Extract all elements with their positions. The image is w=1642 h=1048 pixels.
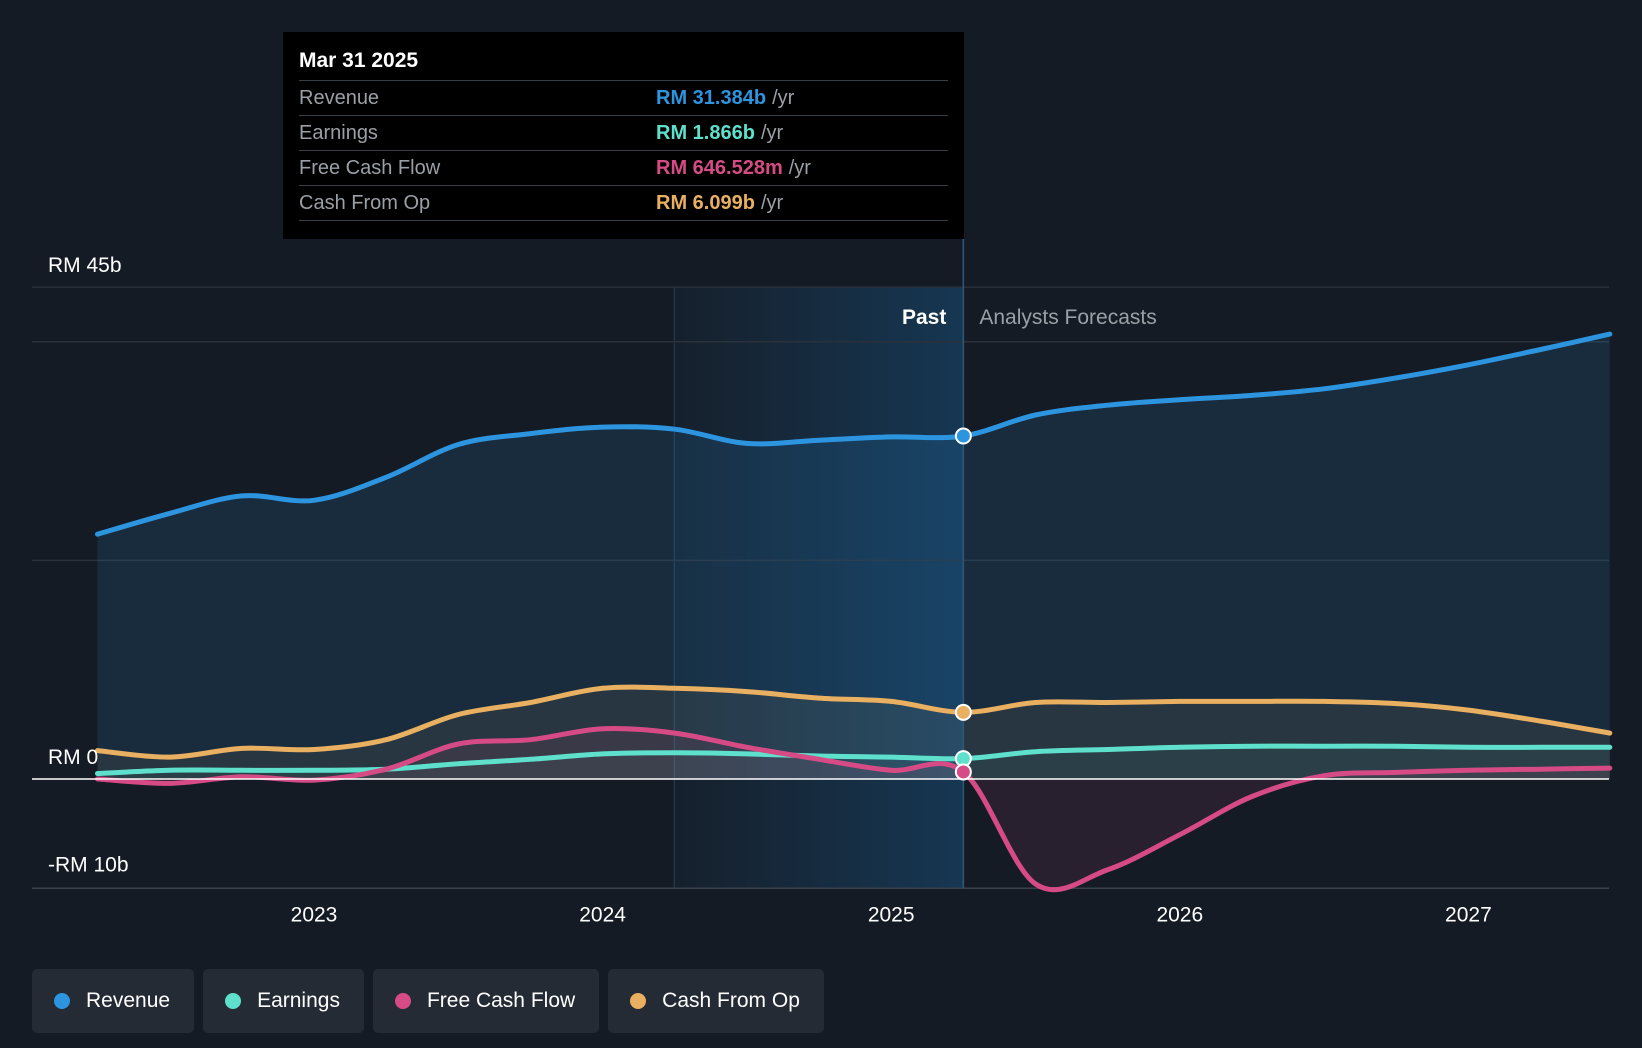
x-tick-label: 2026: [1156, 903, 1203, 926]
tooltip-unit: /yr: [772, 87, 795, 109]
tooltip-value: RM 31.384b: [656, 87, 767, 109]
legend: Revenue Earnings Free Cash Flow Cash Fro…: [32, 969, 833, 1033]
past-highlight-region: [674, 287, 964, 889]
revenue-marker: [954, 427, 972, 445]
tooltip-value: RM 1.866b: [656, 122, 755, 144]
legend-label: Cash From Op: [662, 989, 800, 1012]
highlight-edge: [673, 287, 675, 889]
tooltip-unit: /yr: [760, 122, 784, 144]
past-label: Past: [902, 306, 946, 329]
revenue-area: [97, 334, 1610, 779]
legend-label: Earnings: [257, 989, 340, 1012]
tooltip-unit: /yr: [760, 192, 784, 214]
free-cash-flow-marker: [954, 763, 972, 781]
x-tick-label: 2024: [579, 903, 626, 926]
tooltip-row-cash-from-op: Cash From Op RM 6.099b /yr: [299, 185, 948, 221]
tooltip-label: Revenue: [299, 87, 380, 109]
legend-label: Revenue: [86, 989, 171, 1012]
tooltip-panel: Mar 31 2025 Revenue RM 31.384b /yr Earni…: [283, 32, 964, 239]
legend-dot-icon: [225, 993, 242, 1009]
tooltip-row-free-cash-flow: Free Cash Flow RM 646.528m /yr: [299, 150, 948, 185]
tooltip-value: RM 646.528m: [656, 157, 783, 179]
legend-item-cash-from-op[interactable]: Cash From Op: [608, 969, 824, 1033]
x-tick-label: 2025: [868, 903, 915, 926]
cash-from-op-line: [95, 684, 1613, 760]
earnings-line: [95, 743, 1613, 776]
earnings-area: [97, 746, 1610, 779]
forecast-label: Analysts Forecasts: [979, 306, 1156, 329]
y-axis-label-zero: RM 0: [48, 746, 98, 769]
legend-dot-icon: [394, 993, 411, 1009]
tooltip-label: Cash From Op: [299, 192, 431, 214]
tooltip-row-earnings: Earnings RM 1.866b /yr: [299, 115, 948, 150]
free-cash-flow-line: [95, 725, 1613, 893]
y-axis-label-top: RM 45b: [48, 254, 122, 277]
x-tick-label: 2023: [291, 903, 338, 926]
revenue-line: [95, 331, 1613, 537]
y-axis-label-bottom: -RM 10b: [48, 853, 129, 876]
legend-label: Free Cash Flow: [426, 989, 576, 1012]
legend-dot-icon: [630, 993, 647, 1009]
cash-from-op-area: [97, 687, 1610, 779]
tooltip-label: Free Cash Flow: [299, 157, 441, 179]
legend-item-earnings[interactable]: Earnings: [203, 969, 364, 1033]
tooltip-label: Earnings: [299, 122, 378, 144]
legend-item-revenue[interactable]: Revenue: [32, 969, 195, 1033]
tooltip-unit: /yr: [788, 157, 811, 179]
legend-item-free-cash-flow[interactable]: Free Cash Flow: [372, 969, 600, 1033]
x-tick-label: 2027: [1445, 903, 1492, 926]
cash-from-op-marker: [954, 703, 972, 721]
free-cash-flow-area: [97, 728, 1610, 890]
tooltip-row-revenue: Revenue RM 31.384b /yr: [299, 80, 948, 115]
tooltip-date: Mar 31 2025: [299, 49, 419, 72]
legend-dot-icon: [54, 993, 70, 1009]
tooltip-value: RM 6.099b: [656, 192, 755, 214]
